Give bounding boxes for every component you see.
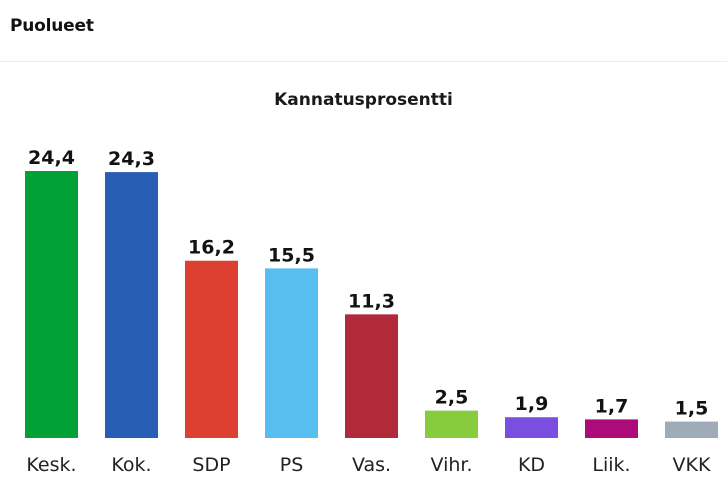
bar-value-label: 11,3 <box>348 290 395 312</box>
bar-value-label: 1,9 <box>515 393 549 415</box>
page-title: Puolueet <box>10 16 94 36</box>
category-label: Liik. <box>592 454 630 476</box>
category-label: PS <box>280 454 304 476</box>
bar-vihr <box>425 410 478 438</box>
bar-ps <box>265 268 318 438</box>
bar-value-label: 16,2 <box>188 237 235 259</box>
bar-vas <box>345 314 398 438</box>
bar-vkk <box>665 421 718 438</box>
category-label: Vihr. <box>430 454 472 476</box>
bar-liik <box>585 419 638 438</box>
category-label: VKK <box>673 454 711 476</box>
bar-value-label: 1,7 <box>595 395 629 417</box>
category-label: KD <box>518 454 545 476</box>
bar-value-label: 2,5 <box>435 387 469 409</box>
bar-kesk <box>25 171 78 438</box>
bar-value-label: 1,5 <box>675 398 709 420</box>
bar-sdp <box>185 260 238 438</box>
category-label: Vas. <box>352 454 391 476</box>
chart-title: Kannatusprosentti <box>274 90 453 110</box>
bar-kd <box>505 417 558 438</box>
page-header: Puolueet <box>0 0 727 62</box>
category-label: Kesk. <box>26 454 76 476</box>
bar-value-label: 24,3 <box>108 148 155 170</box>
bar-kok <box>105 172 158 438</box>
category-label: Kok. <box>111 454 151 476</box>
bar-value-label: 24,4 <box>28 147 75 169</box>
bar-value-label: 15,5 <box>268 244 315 266</box>
category-label: SDP <box>192 454 230 476</box>
